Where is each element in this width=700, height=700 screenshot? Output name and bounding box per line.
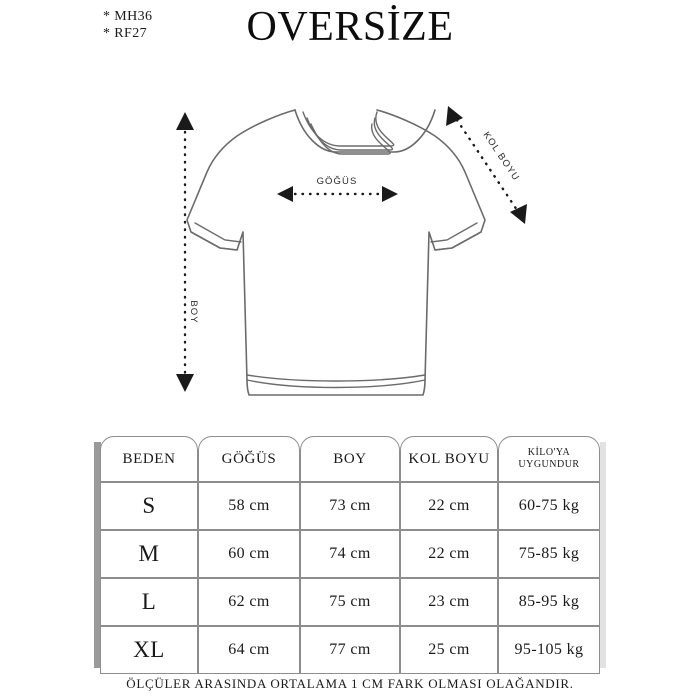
cell-chest: 64 cm — [198, 626, 300, 674]
cell-weight: 75-85 kg — [498, 530, 600, 578]
product-code-2: * RF27 — [103, 26, 148, 41]
size-table-container: BEDEN GÖĞÜS BOY KOL BOYU KİLO'YA UYGUNDU… — [94, 436, 606, 674]
cell-size: L — [100, 578, 198, 626]
size-chart-table: BEDEN GÖĞÜS BOY KOL BOYU KİLO'YA UYGUNDU… — [100, 436, 600, 674]
table-right-accent-bar — [600, 442, 606, 668]
cell-size: XL — [100, 626, 198, 674]
cell-length: 74 cm — [300, 530, 400, 578]
length-measure-arrow — [176, 112, 194, 392]
sleeve-cuff-left — [190, 222, 242, 251]
cell-size: M — [100, 530, 198, 578]
table-row: L 62 cm 75 cm 23 cm 85-95 kg — [100, 578, 600, 626]
kilo-header-line-1: KİLO'YA — [527, 447, 571, 458]
cell-sleeve: 22 cm — [400, 530, 498, 578]
tshirt-outline — [186, 109, 486, 396]
cell-length: 73 cm — [300, 482, 400, 530]
chest-label: GÖĞÜS — [317, 176, 358, 187]
kilo-header-line-2: UYGUNDUR — [518, 459, 580, 470]
sleeve-measure-arrow — [446, 106, 527, 224]
cell-sleeve: 25 cm — [400, 626, 498, 674]
bottom-hem — [246, 374, 426, 389]
cell-chest: 60 cm — [198, 530, 300, 578]
cell-length: 75 cm — [300, 578, 400, 626]
chest-measure-arrow — [277, 186, 398, 202]
cell-chest: 62 cm — [198, 578, 300, 626]
tshirt-collar — [302, 111, 395, 155]
product-codes: * MH36 * RF27 — [103, 8, 152, 42]
length-label: BOY — [188, 300, 199, 323]
cell-chest: 58 cm — [198, 482, 300, 530]
cell-weight: 60-75 kg — [498, 482, 600, 530]
cell-length: 77 cm — [300, 626, 400, 674]
table-row: XL 64 cm 77 cm 25 cm 95-105 kg — [100, 626, 600, 674]
cell-sleeve: 22 cm — [400, 482, 498, 530]
page-title: OVERSİZE — [246, 4, 454, 50]
column-header-kiloya-uygundur: KİLO'YA UYGUNDUR — [498, 436, 600, 482]
product-code-1: * MH36 — [103, 9, 153, 24]
table-row: M 60 cm 74 cm 22 cm 75-85 kg — [100, 530, 600, 578]
column-header-beden: BEDEN — [100, 436, 198, 482]
sleeve-label: KOL BOYU — [481, 130, 522, 183]
cell-weight: 85-95 kg — [498, 578, 600, 626]
column-header-boy: BOY — [300, 436, 400, 482]
column-header-kol-boyu: KOL BOYU — [400, 436, 498, 482]
tshirt-diagram: GÖĞÜS BOY KOL BOYU — [165, 80, 565, 420]
table-left-accent-bar — [94, 442, 101, 668]
table-row: S 58 cm 73 cm 22 cm 60-75 kg — [100, 482, 600, 530]
table-header-row: BEDEN GÖĞÜS BOY KOL BOYU KİLO'YA UYGUNDU… — [100, 436, 600, 482]
column-header-gogus: GÖĞÜS — [198, 436, 300, 482]
footer-note: ÖLÇÜLER ARASINDA ORTALAMA 1 CM FARK OLMA… — [126, 676, 574, 691]
cell-size: S — [100, 482, 198, 530]
sleeve-cuff-right — [430, 222, 482, 251]
cell-sleeve: 23 cm — [400, 578, 498, 626]
cell-weight: 95-105 kg — [498, 626, 600, 674]
